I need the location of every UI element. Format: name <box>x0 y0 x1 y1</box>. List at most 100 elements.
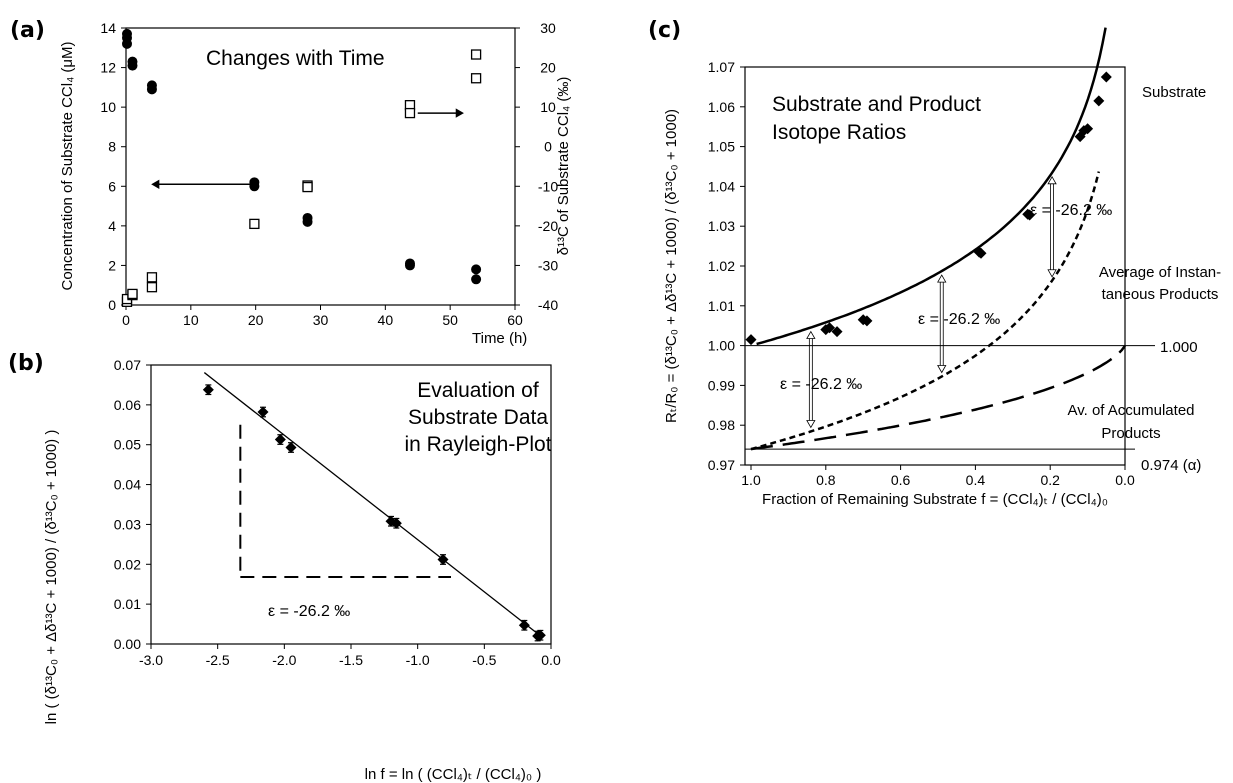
y2-tick-label: 20 <box>540 60 556 76</box>
substrate-point <box>861 315 873 327</box>
panel-a-marks <box>121 28 482 307</box>
panel-a-xlabel: Time (h) <box>472 330 527 347</box>
left-axis-arrowhead <box>151 179 160 189</box>
rayleigh-point <box>534 629 546 641</box>
rayleigh-point <box>437 554 449 566</box>
y-tick-label: 0.02 <box>114 556 141 572</box>
delta13c-point <box>127 288 138 300</box>
x-tick-label: -0.5 <box>472 652 496 668</box>
panel-b-ylabel: ln ( (δ¹³C₀ + Δδ¹³C + 1000) / (δ¹³C₀ + 1… <box>43 430 60 725</box>
substrate-point <box>831 326 843 338</box>
rayleigh-point <box>274 434 286 446</box>
instantaneous-product-curve <box>750 171 1101 451</box>
y-tick-label: 12 <box>100 60 116 76</box>
y-tick-label: 8 <box>108 139 116 155</box>
panel-c-ylabel: Rₜ/R₀ = (δ¹³C₀ + Δδ¹³C + 1000) / (δ¹³C₀ … <box>663 109 680 423</box>
panel-c-title-2: Isotope Ratios <box>772 121 906 144</box>
x-tick-label: 0 <box>122 312 130 328</box>
delta13c-point <box>470 73 482 84</box>
epsilon-arrowhead-up <box>937 274 947 283</box>
y-tick-label: 1.02 <box>708 258 735 274</box>
y-tick-label: 1.07 <box>708 59 735 75</box>
delta13c-point <box>470 49 482 60</box>
concentration-point <box>302 216 313 227</box>
y-tick-label: 0.99 <box>708 377 735 393</box>
y-tick-label: 0 <box>108 297 116 313</box>
panel-b-title-1: Evaluation of <box>417 379 539 402</box>
x-tick-label: 40 <box>378 312 394 328</box>
y-tick-label: 0.06 <box>114 397 141 413</box>
panel-b-epsilon: ε = -26.2 ‰ <box>268 603 350 620</box>
x-tick-label: -2.0 <box>272 652 296 668</box>
concentration-point <box>249 181 260 192</box>
panel-a-ylabel-right: δ¹³C of Substrate CCl₄ (‰) <box>555 77 572 256</box>
panel-a: (a) Changes with Time Time (h) Concentra… <box>10 18 572 347</box>
rayleigh-point <box>202 384 214 396</box>
panel-c-ticks: 1.0 0.8 0.6 0.4 0.2 0.0 0.97 0.98 0.99 1.00 1.01 1.… <box>708 59 1135 488</box>
concentration-point <box>471 264 482 275</box>
substrate-point <box>1082 123 1094 135</box>
panel-c-label-inst-2: taneous Products <box>1102 286 1219 303</box>
x-tick-label: -2.5 <box>206 652 230 668</box>
panel-b-title-2: Substrate Data <box>408 406 548 429</box>
x-tick-label: -3.0 <box>139 652 163 668</box>
epsilon-arrowhead-down <box>937 365 947 374</box>
accumulated-product-curve <box>750 344 1127 451</box>
rayleigh-point <box>390 517 402 529</box>
x-tick-label: 0.8 <box>816 472 836 488</box>
y-tick-label: 0.04 <box>114 477 141 493</box>
x-tick-label: 50 <box>442 312 458 328</box>
panel-c-label-substrate: Substrate <box>1142 84 1206 101</box>
y-tick-label: 0.07 <box>114 357 141 373</box>
panel-a-title: Changes with Time <box>206 47 385 70</box>
substrate-point <box>1100 71 1112 83</box>
y-tick-label: 0.01 <box>114 596 141 612</box>
x-tick-label: 0.0 <box>541 652 561 668</box>
y2-tick-label: 0 <box>544 139 552 155</box>
delta13c-point <box>146 272 158 283</box>
concentration-point <box>404 260 415 271</box>
concentration-point <box>127 60 138 71</box>
panel-c-title-1: Substrate and Product <box>772 93 981 116</box>
y2-tick-label: -10 <box>538 178 558 194</box>
y2-tick-label: 10 <box>540 99 556 115</box>
panel-c-xlabel: Fraction of Remaining Substrate f = (CCl… <box>762 491 1108 508</box>
y-tick-label: 1.04 <box>708 178 735 194</box>
epsilon-arrowhead-up <box>806 330 816 339</box>
y-tick-label: 0.03 <box>114 516 141 532</box>
x-tick-label: 0.6 <box>891 472 911 488</box>
y-tick-label: 0.98 <box>708 417 735 433</box>
panel-c-label-accum-2: Products <box>1101 425 1160 442</box>
y-tick-label: 1.00 <box>708 338 735 354</box>
panel-b-ticks: -3.0 -2.5 -2.0 -1.5 -1.0 -0.5 0.0 0.00 0.01 0.02 0… <box>114 357 561 668</box>
substrate-point <box>975 247 987 259</box>
epsilon-arrowhead-up <box>1047 175 1057 185</box>
rayleigh-point <box>285 442 297 454</box>
panel-b: (b) Evaluation of Substrate Data in Rayl… <box>8 351 561 783</box>
panel-c: (c) Substrate and Product Isotope Ratios… <box>648 18 1221 508</box>
rayleigh-point <box>257 406 269 418</box>
panel-c-label-inst-1: Average of Instan- <box>1099 264 1221 281</box>
delta13c-point <box>146 282 158 293</box>
panel-c-eps-1: ε = -26.2 ‰ <box>1030 202 1112 219</box>
panel-b-xlabel: ln f = ln ( (CCl₄)ₜ / (CCl₄)₀ ) <box>365 766 542 783</box>
x-tick-label: 10 <box>183 312 199 328</box>
panel-b-title-3: in Rayleigh-Plot <box>404 433 551 456</box>
y-tick-label: 0.97 <box>708 457 735 473</box>
x-tick-label: 20 <box>248 312 264 328</box>
x-tick-label: 0.0 <box>1115 472 1135 488</box>
right-axis-arrowhead <box>455 108 464 118</box>
x-tick-label: -1.5 <box>339 652 363 668</box>
y-tick-label: 1.06 <box>708 99 735 115</box>
delta13c-point <box>302 181 313 193</box>
concentration-point <box>471 274 482 285</box>
y2-tick-label: -40 <box>538 297 558 313</box>
panel-a-ylabel-left: Concentration of Substrate CCl₄ (μM) <box>59 41 76 290</box>
y-tick-label: 14 <box>100 20 116 36</box>
panel-c-ref-1000: 1.000 <box>1160 339 1198 356</box>
panel-a-tag: (a) <box>10 18 45 43</box>
delta13c-point <box>249 218 260 230</box>
y-tick-label: 1.03 <box>708 218 735 234</box>
y-tick-label: 1.01 <box>708 298 735 314</box>
